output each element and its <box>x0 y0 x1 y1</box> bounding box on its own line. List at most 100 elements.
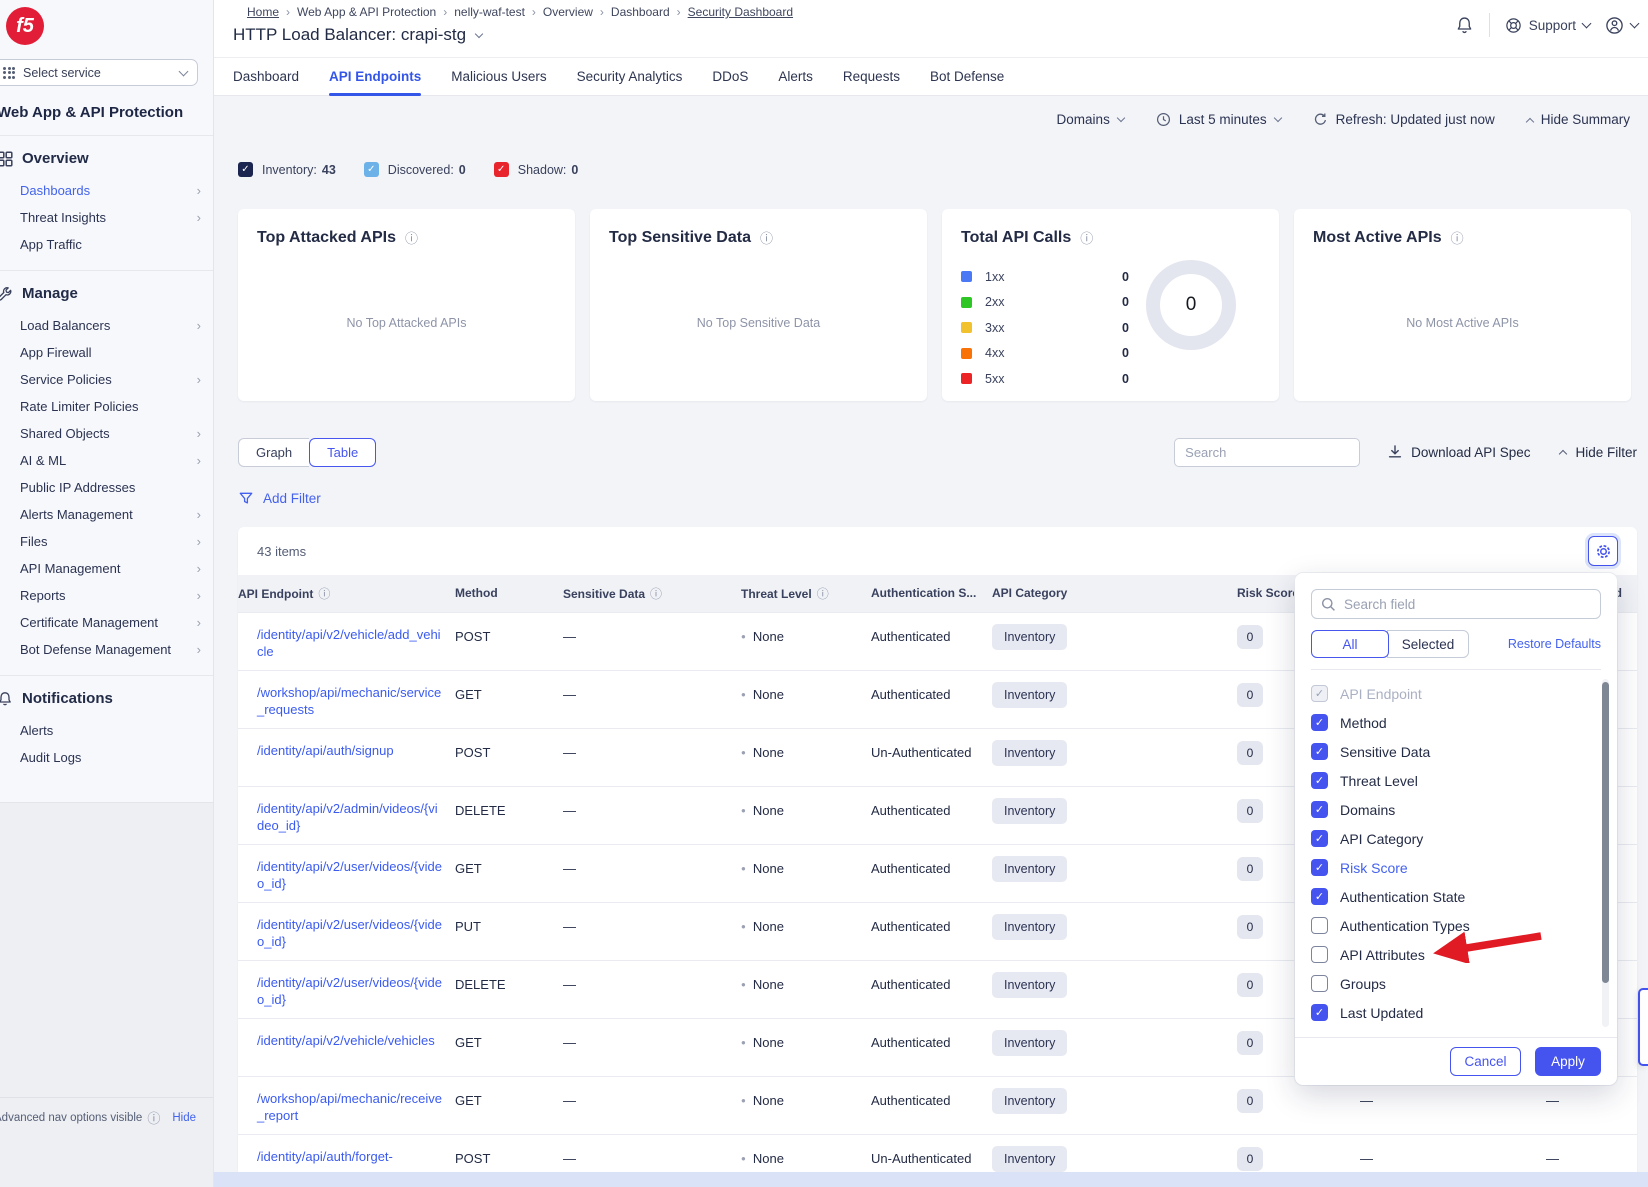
column-field-checkbox[interactable]: Groups <box>1311 969 1589 998</box>
hide-filter-button[interactable]: Hide Filter <box>1560 445 1637 460</box>
endpoint-link[interactable]: /identity/api/auth/signup <box>238 728 455 786</box>
breadcrumb-item[interactable]: Overview <box>543 5 593 19</box>
field-label: Sensitive Data <box>1340 744 1430 760</box>
info-icon[interactable]: ⓘ <box>650 587 662 601</box>
inventory-filter-checkbox[interactable]: Shadow: 0 <box>494 162 579 177</box>
endpoint-search-box[interactable] <box>1174 438 1360 467</box>
tab[interactable]: Malicious Users <box>451 62 546 96</box>
column-header[interactable]: Threat Levelⓘ <box>741 575 871 612</box>
account-menu[interactable] <box>1605 16 1638 35</box>
edge-flyout-fragment[interactable] <box>1638 988 1648 1066</box>
sidebar-item[interactable]: Certificate Management › <box>0 609 213 636</box>
column-field-checkbox[interactable]: Authentication State <box>1311 882 1589 911</box>
notifications-bell-icon[interactable] <box>1455 16 1474 35</box>
inventory-filter-checkbox[interactable]: Discovered: 0 <box>364 162 466 177</box>
panel-scrollbar-thumb[interactable] <box>1602 682 1609 983</box>
endpoint-link[interactable]: /identity/api/v2/user/videos/{video_id} <box>238 902 455 960</box>
sidebar-item[interactable]: Files › <box>0 528 213 555</box>
endpoint-link[interactable]: /identity/api/v2/user/videos/{video_id} <box>238 960 455 1018</box>
column-field-checkbox[interactable]: Method <box>1311 708 1589 737</box>
add-filter-button[interactable]: Add Filter <box>239 491 321 506</box>
breadcrumb-item[interactable]: Dashboard <box>611 5 670 19</box>
endpoint-link[interactable]: /identity/api/v2/user/videos/{video_id} <box>238 844 455 902</box>
info-icon[interactable]: ⓘ <box>147 1108 160 1127</box>
download-api-spec-button[interactable]: Download API Spec <box>1388 445 1530 460</box>
tab[interactable]: Alerts <box>778 62 813 96</box>
endpoint-link[interactable]: /identity/api/v2/vehicle/add_vehicle <box>238 612 455 670</box>
all-fields-button[interactable]: All <box>1311 630 1389 658</box>
tab[interactable]: Security Analytics <box>577 62 683 96</box>
column-field-checkbox[interactable]: Last Updated <box>1311 998 1589 1027</box>
info-icon[interactable]: ⓘ <box>817 587 829 601</box>
tab[interactable]: API Endpoints <box>329 62 421 96</box>
column-field-checkbox[interactable]: Risk Score <box>1311 853 1589 882</box>
info-icon[interactable]: ⓘ <box>760 228 773 247</box>
sidebar-item[interactable]: Alerts <box>0 717 213 744</box>
domains-dropdown[interactable]: Domains <box>1057 112 1124 127</box>
restore-defaults-link[interactable]: Restore Defaults <box>1508 637 1601 651</box>
title-chevron-down-icon[interactable] <box>475 29 483 37</box>
column-settings-button[interactable] <box>1588 536 1618 566</box>
hide-summary-button[interactable]: Hide Summary <box>1527 112 1630 127</box>
tab[interactable]: Dashboard <box>233 62 299 96</box>
refresh-icon <box>1313 112 1328 127</box>
horizontal-scrollbar[interactable] <box>214 1172 1648 1187</box>
column-header[interactable]: Sensitive Dataⓘ <box>563 575 741 612</box>
info-icon[interactable]: ⓘ <box>318 587 330 601</box>
endpoint-link[interactable]: /identity/api/v2/vehicle/vehicles <box>238 1018 455 1076</box>
sidebar-item[interactable]: Alerts Management › <box>0 501 213 528</box>
breadcrumb-item[interactable]: Security Dashboard <box>688 5 793 19</box>
inventory-filter-checkbox[interactable]: Inventory: 43 <box>238 162 336 177</box>
checkbox-icon <box>1311 772 1328 789</box>
select-service-dropdown[interactable]: Select service <box>0 59 198 86</box>
time-range-dropdown[interactable]: Last 5 minutes <box>1156 112 1281 127</box>
sidebar-item[interactable]: App Traffic <box>0 231 213 258</box>
table-view-button[interactable]: Table <box>309 438 376 467</box>
sidebar-item[interactable]: Threat Insights › <box>0 204 213 231</box>
sidebar-item[interactable]: Dashboards › <box>0 177 213 204</box>
info-icon[interactable]: ⓘ <box>1080 228 1093 247</box>
cancel-button[interactable]: Cancel <box>1450 1047 1521 1076</box>
endpoint-link[interactable]: /workshop/api/mechanic/service_requests <box>238 670 455 728</box>
support-menu[interactable]: Support <box>1505 17 1590 34</box>
refresh-button[interactable]: Refresh: Updated just now <box>1313 112 1495 127</box>
column-header[interactable]: API Endpointⓘ <box>238 575 455 612</box>
breadcrumb-item[interactable]: Web App & API Protection <box>297 5 436 19</box>
graph-view-button[interactable]: Graph <box>238 438 309 467</box>
sidebar-item[interactable]: Bot Defense Management › <box>0 636 213 663</box>
tab[interactable]: DDoS <box>712 62 748 96</box>
sidebar-item[interactable]: Rate Limiter Policies <box>0 393 213 420</box>
endpoint-link[interactable]: /workshop/api/mechanic/receive_report <box>238 1076 455 1134</box>
selected-fields-button[interactable]: Selected <box>1387 630 1469 658</box>
column-header[interactable]: Authentication S... <box>871 575 992 612</box>
hide-nav-link[interactable]: Hide <box>172 1112 196 1124</box>
sidebar-item[interactable]: API Management › <box>0 555 213 582</box>
sidebar-item[interactable]: Public IP Addresses <box>0 474 213 501</box>
sidebar-item[interactable]: Shared Objects › <box>0 420 213 447</box>
sidebar-item[interactable]: Reports › <box>0 582 213 609</box>
info-icon[interactable]: ⓘ <box>1451 228 1464 247</box>
sidebar-item[interactable]: App Firewall <box>0 339 213 366</box>
column-header[interactable]: Method <box>455 575 563 612</box>
search-input[interactable] <box>1185 445 1349 460</box>
sidebar-item[interactable]: Load Balancers › <box>0 312 213 339</box>
sidebar-item[interactable]: Service Policies › <box>0 366 213 393</box>
sidebar-item[interactable]: Audit Logs <box>0 744 213 771</box>
info-icon[interactable]: ⓘ <box>405 228 418 247</box>
column-field-checkbox[interactable]: API Endpoint <box>1311 679 1589 708</box>
breadcrumb-item[interactable]: Home <box>247 5 279 19</box>
breadcrumb-item[interactable]: nelly-waf-test <box>454 5 525 19</box>
field-search-box[interactable] <box>1311 589 1601 619</box>
column-field-checkbox[interactable]: Threat Level <box>1311 766 1589 795</box>
column-field-checkbox[interactable]: API Category <box>1311 824 1589 853</box>
endpoint-link[interactable]: /identity/api/v2/admin/videos/{video_id} <box>238 786 455 844</box>
tab[interactable]: Bot Defense <box>930 62 1004 96</box>
column-field-checkbox[interactable]: Sensitive Data <box>1311 737 1589 766</box>
column-field-checkbox[interactable]: Domains <box>1311 795 1589 824</box>
apply-button[interactable]: Apply <box>1535 1047 1601 1076</box>
column-header[interactable]: API Category <box>992 575 1237 612</box>
tab[interactable]: Requests <box>843 62 900 96</box>
endpoint-link[interactable]: /identity/api/auth/forget- <box>238 1134 455 1172</box>
field-search-input[interactable] <box>1344 597 1591 612</box>
sidebar-item[interactable]: AI & ML › <box>0 447 213 474</box>
